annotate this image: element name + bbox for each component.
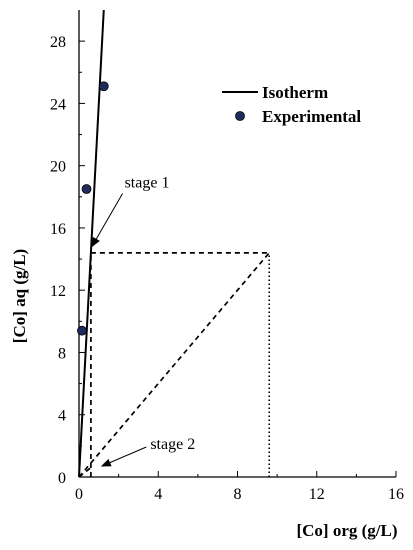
operating-line-1: [78, 252, 270, 478]
experimental-point: [98, 81, 109, 92]
y-tick-label: 12: [50, 283, 66, 300]
x-axis-title: [Co] org (g/L): [296, 521, 397, 540]
annotation-stage-2: stage 2: [150, 436, 195, 453]
annotation-stage-1: stage 1: [125, 174, 170, 191]
y-tick-label: 16: [50, 221, 66, 238]
y-tick-label: 28: [50, 34, 66, 51]
legend-isotherm-label: Isotherm: [262, 83, 328, 102]
y-tick-label: 8: [58, 345, 66, 362]
legend-experimental-swatch: [235, 111, 245, 121]
annotation-arrow-1: [91, 193, 124, 248]
x-tick-label: 0: [75, 486, 83, 503]
y-tick-label: 0: [58, 470, 66, 487]
operating-line-4: [78, 466, 92, 478]
experimental-point: [81, 184, 92, 194]
y-axis-title: [Co] aq (g/L): [10, 249, 29, 343]
y-tick-label: 4: [58, 408, 66, 425]
y-tick-label: 24: [50, 96, 66, 113]
x-tick-label: 12: [309, 486, 325, 503]
x-tick-label: 4: [154, 486, 162, 503]
isotherm-line: [78, 9, 105, 478]
y-tick-label: 20: [50, 159, 66, 176]
experimental-point: [77, 325, 87, 336]
x-tick-label: 8: [234, 486, 242, 503]
annotation-arrow-2: [100, 446, 147, 467]
legend-experimental-label: Experimental: [262, 107, 361, 126]
x-tick-label: 16: [388, 486, 404, 503]
